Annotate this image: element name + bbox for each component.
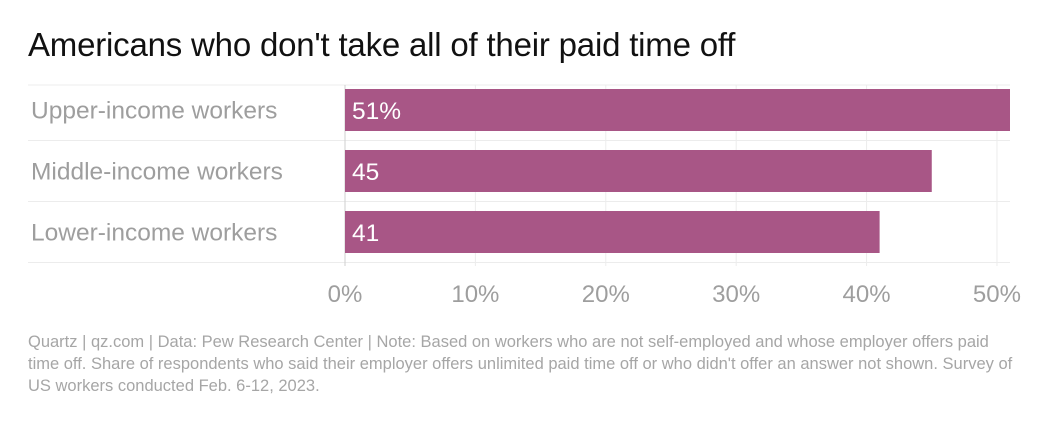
chart-footnote: Quartz | qz.com | Data: Pew Research Cen… xyxy=(28,333,1013,395)
x-tick-label: 40% xyxy=(843,281,891,308)
bars xyxy=(345,89,1010,253)
bar xyxy=(345,150,932,192)
chart-title: Americans who don't take all of their pa… xyxy=(28,26,736,63)
x-tick-label: 0% xyxy=(328,281,363,308)
bar xyxy=(345,89,1010,131)
x-tick-label: 30% xyxy=(712,281,760,308)
x-tick-label: 50% xyxy=(973,281,1021,308)
category-label: Upper-income workers xyxy=(31,98,277,125)
category-label: Lower-income workers xyxy=(31,220,277,247)
bar-value-label: 41 xyxy=(352,220,379,247)
bar-value-label: 51% xyxy=(352,98,401,125)
x-tick-label: 20% xyxy=(582,281,630,308)
x-tick-label: 10% xyxy=(451,281,499,308)
bar xyxy=(345,211,880,253)
labels: 0% 10% 20% 30% 40% 50% Upper-income workers 51%… xyxy=(31,98,1021,309)
bar-value-label: 45 xyxy=(352,159,379,186)
category-label: Middle-income workers xyxy=(31,159,283,186)
bar-chart: 0% 10% 20% 30% 40% 50% Upper-income workers 51%… xyxy=(28,84,1021,309)
